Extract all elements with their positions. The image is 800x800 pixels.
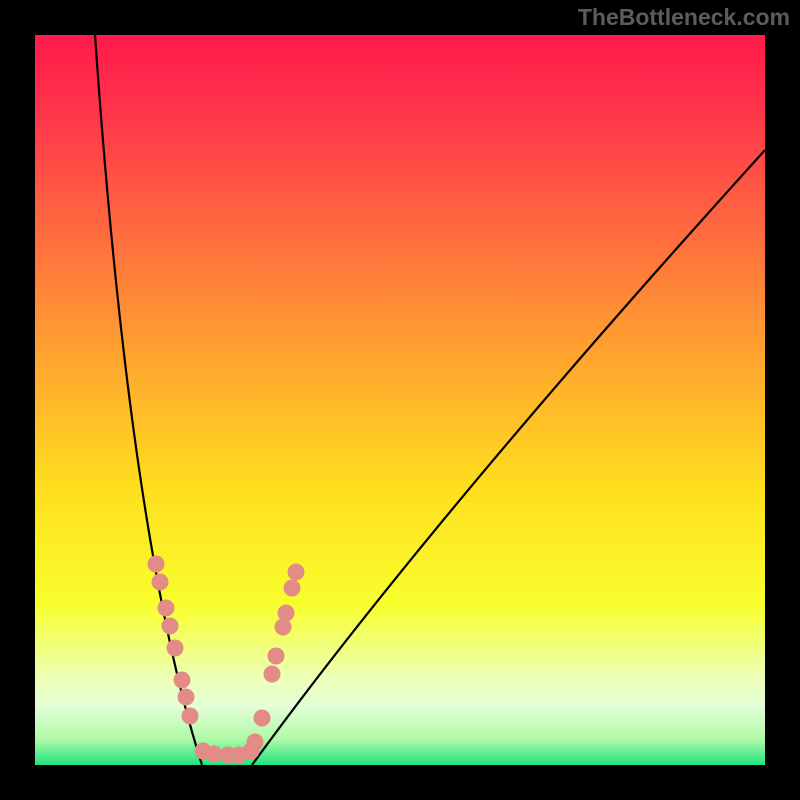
bottleneck-chart (0, 0, 800, 800)
chart-container: TheBottleneck.com (0, 0, 800, 800)
